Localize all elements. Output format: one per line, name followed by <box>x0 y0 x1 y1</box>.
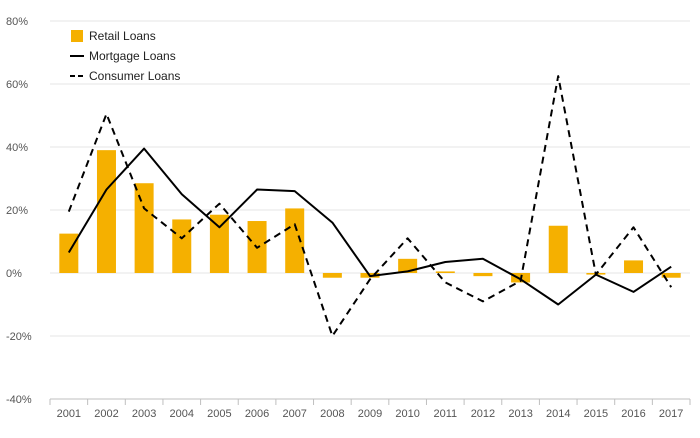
bar-retail-loans-2017 <box>661 273 681 278</box>
line-mortgage-loans <box>67 147 672 306</box>
bar-retail-loans-2008 <box>322 273 342 278</box>
y-tick-label: 60% <box>6 79 28 91</box>
y-tick-label: 20% <box>6 205 28 217</box>
x-tick-label: 2015 <box>584 408 608 420</box>
y-tick-label: -20% <box>6 331 32 343</box>
x-tick-label: 2005 <box>207 408 231 420</box>
x-tick-label: 2013 <box>508 408 532 420</box>
legend-swatch-retail-loans <box>71 30 83 42</box>
x-tick-label: 2017 <box>659 408 683 420</box>
legend-label-mortgage-loans: Mortgage Loans <box>89 49 176 63</box>
bar-retail-loans-2014 <box>548 225 568 273</box>
gridlines <box>50 20 690 337</box>
bar-retail-loans-2011 <box>435 271 455 273</box>
bar-retail-loans-2002 <box>96 150 116 273</box>
y-tick-label: 80% <box>6 16 28 28</box>
x-tick-label: 2002 <box>94 408 118 420</box>
x-tick-label: 2003 <box>132 408 156 420</box>
bar-retail-loans-2007 <box>285 208 305 273</box>
y-tick-label: 40% <box>6 142 28 154</box>
loan-lines <box>67 75 673 337</box>
legend-label-consumer-loans: Consumer Loans <box>89 69 180 83</box>
x-tick-label: 2009 <box>358 408 382 420</box>
bar-retail-loans-2003 <box>134 183 154 273</box>
x-tick-label: 2007 <box>282 408 306 420</box>
bar-retail-loans-2016 <box>624 260 644 273</box>
x-tick-label: 2012 <box>471 408 495 420</box>
x-tick-label: 2016 <box>621 408 645 420</box>
y-tick-label: -40% <box>6 394 32 406</box>
y-tick-label: 0% <box>6 268 22 280</box>
x-tick-label: 2006 <box>245 408 269 420</box>
x-tick-label: 2011 <box>433 408 457 420</box>
line-consumer-loans <box>67 75 673 337</box>
x-tick-label: 2004 <box>170 408 194 420</box>
x-tick-label: 2008 <box>320 408 344 420</box>
x-tick-label: 2010 <box>395 408 419 420</box>
x-tick-label: 2014 <box>546 408 570 420</box>
bar-retail-loans-2012 <box>473 273 493 277</box>
axes: -40% -20% 0% 20% 40% 60% 80% 2001 2002 2003 2004 20… <box>6 16 691 420</box>
bar-retail-loans-2005 <box>209 214 229 273</box>
bar-retail-loans-2004 <box>172 219 192 273</box>
legend: Retail Loans Mortgage Loans Consumer Loa… <box>70 29 180 83</box>
x-tick-label: 2001 <box>57 408 81 420</box>
legend-label-retail-loans: Retail Loans <box>89 29 156 43</box>
